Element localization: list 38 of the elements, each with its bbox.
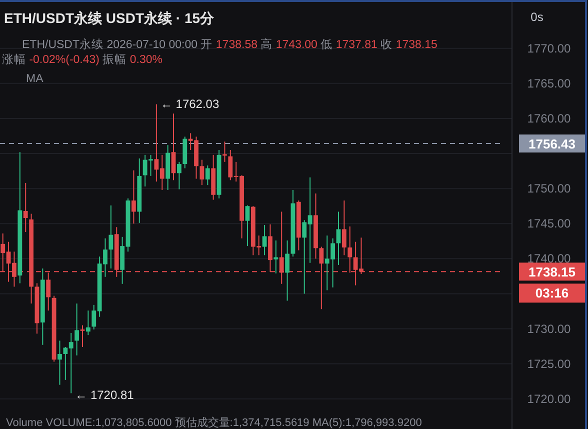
text: ETH/USDT永续 2026-07-10 00:00 开 1738.58 高 1743.00 低 1737.81 收 1738.15 — [22, 39, 438, 51]
y-tick-label: 1720.00 — [527, 392, 572, 406]
y-tick-label: 1745.00 — [527, 216, 572, 231]
y-tick-label: 1760.00 — [527, 111, 572, 126]
y-tick-label: 1730.00 — [527, 322, 572, 336]
annotation: ← 1720.81 — [75, 388, 134, 402]
candlestick — [74, 303, 79, 356]
y-tick-label: 1740.00 — [527, 252, 572, 266]
annotation: Volume VOLUME:1,073,805.6000 预估成交量:1,374,715.5619 MA(5):1,796,993.9200 — [6, 416, 422, 429]
candlestick — [200, 159, 204, 186]
candlestick — [23, 182, 28, 233]
annotation: ← 1762.03 — [160, 97, 220, 112]
candlestick — [222, 141, 227, 162]
candlestick — [336, 211, 341, 266]
candlestick — [108, 204, 114, 269]
ref-line-label: 1756.43 — [528, 136, 576, 152]
text: 0s — [530, 10, 544, 24]
text: ETH/USDT永续 USDT永续 · 15分 — [4, 10, 216, 26]
y-tick-label: 1765.00 — [527, 76, 572, 90]
candlestick — [342, 200, 346, 256]
annotation: MA — [26, 73, 44, 85]
candlestick — [177, 161, 182, 190]
candlestick — [80, 324, 85, 348]
candlestick — [131, 170, 136, 224]
candlestick — [58, 340, 62, 386]
candlestick — [171, 113, 176, 181]
y-tick-label: 1750.00 — [527, 182, 572, 196]
y-tick-label: 1770.00 — [527, 41, 572, 56]
candlestick — [86, 310, 90, 336]
candlestick — [205, 164, 210, 186]
candlestick — [274, 240, 278, 274]
ref-line-label: 1738.15 — [528, 264, 576, 280]
text: 03:16 — [535, 286, 569, 301]
y-tick-label: 1725.00 — [527, 356, 572, 371]
annotation: 涨幅 -0.02%(-0.43) 振幅 0.30% — [2, 53, 163, 66]
candlestick — [262, 224, 267, 256]
candlestick — [285, 240, 290, 302]
candlestick — [245, 204, 250, 247]
